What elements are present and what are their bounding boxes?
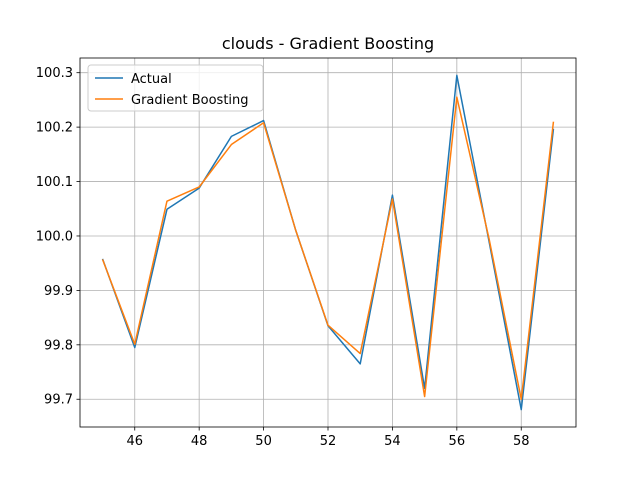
y-tick-label: 99.7	[44, 393, 73, 408]
y-tick-label: 100.0	[36, 229, 73, 244]
x-tick-label: 58	[513, 434, 530, 449]
legend-box	[87, 64, 264, 112]
series-line-gradient-boosting	[101, 96, 555, 400]
grid	[80, 58, 576, 427]
x-tick-label: 46	[126, 434, 143, 449]
y-tick-label: 100.2	[36, 121, 73, 136]
y-tick-label: 99.9	[44, 284, 73, 299]
x-tick-label: 48	[191, 434, 208, 449]
y-tick-label: 100.3	[36, 66, 73, 81]
legend-label-actual: Actual	[131, 72, 172, 87]
chart-title: clouds - Gradient Boosting	[222, 34, 434, 53]
x-tick-label: 52	[320, 434, 337, 449]
x-tick-label: 54	[384, 434, 401, 449]
y-tick-label: 99.8	[44, 338, 73, 353]
y-tick-label: 100.1	[36, 175, 73, 190]
x-tick-label: 50	[255, 434, 272, 449]
x-tick-label: 56	[449, 434, 466, 449]
series-lines	[101, 74, 555, 411]
legend-label-gradient-boosting: Gradient Boosting	[131, 93, 249, 108]
legend: Actual Gradient Boosting	[87, 64, 264, 112]
x-axis-ticks: 46 48 50 52 54 56 58	[126, 427, 530, 449]
y-axis-ticks: 99.7 99.8 99.9 100.0 100.1 100.2 100.3	[36, 66, 80, 408]
